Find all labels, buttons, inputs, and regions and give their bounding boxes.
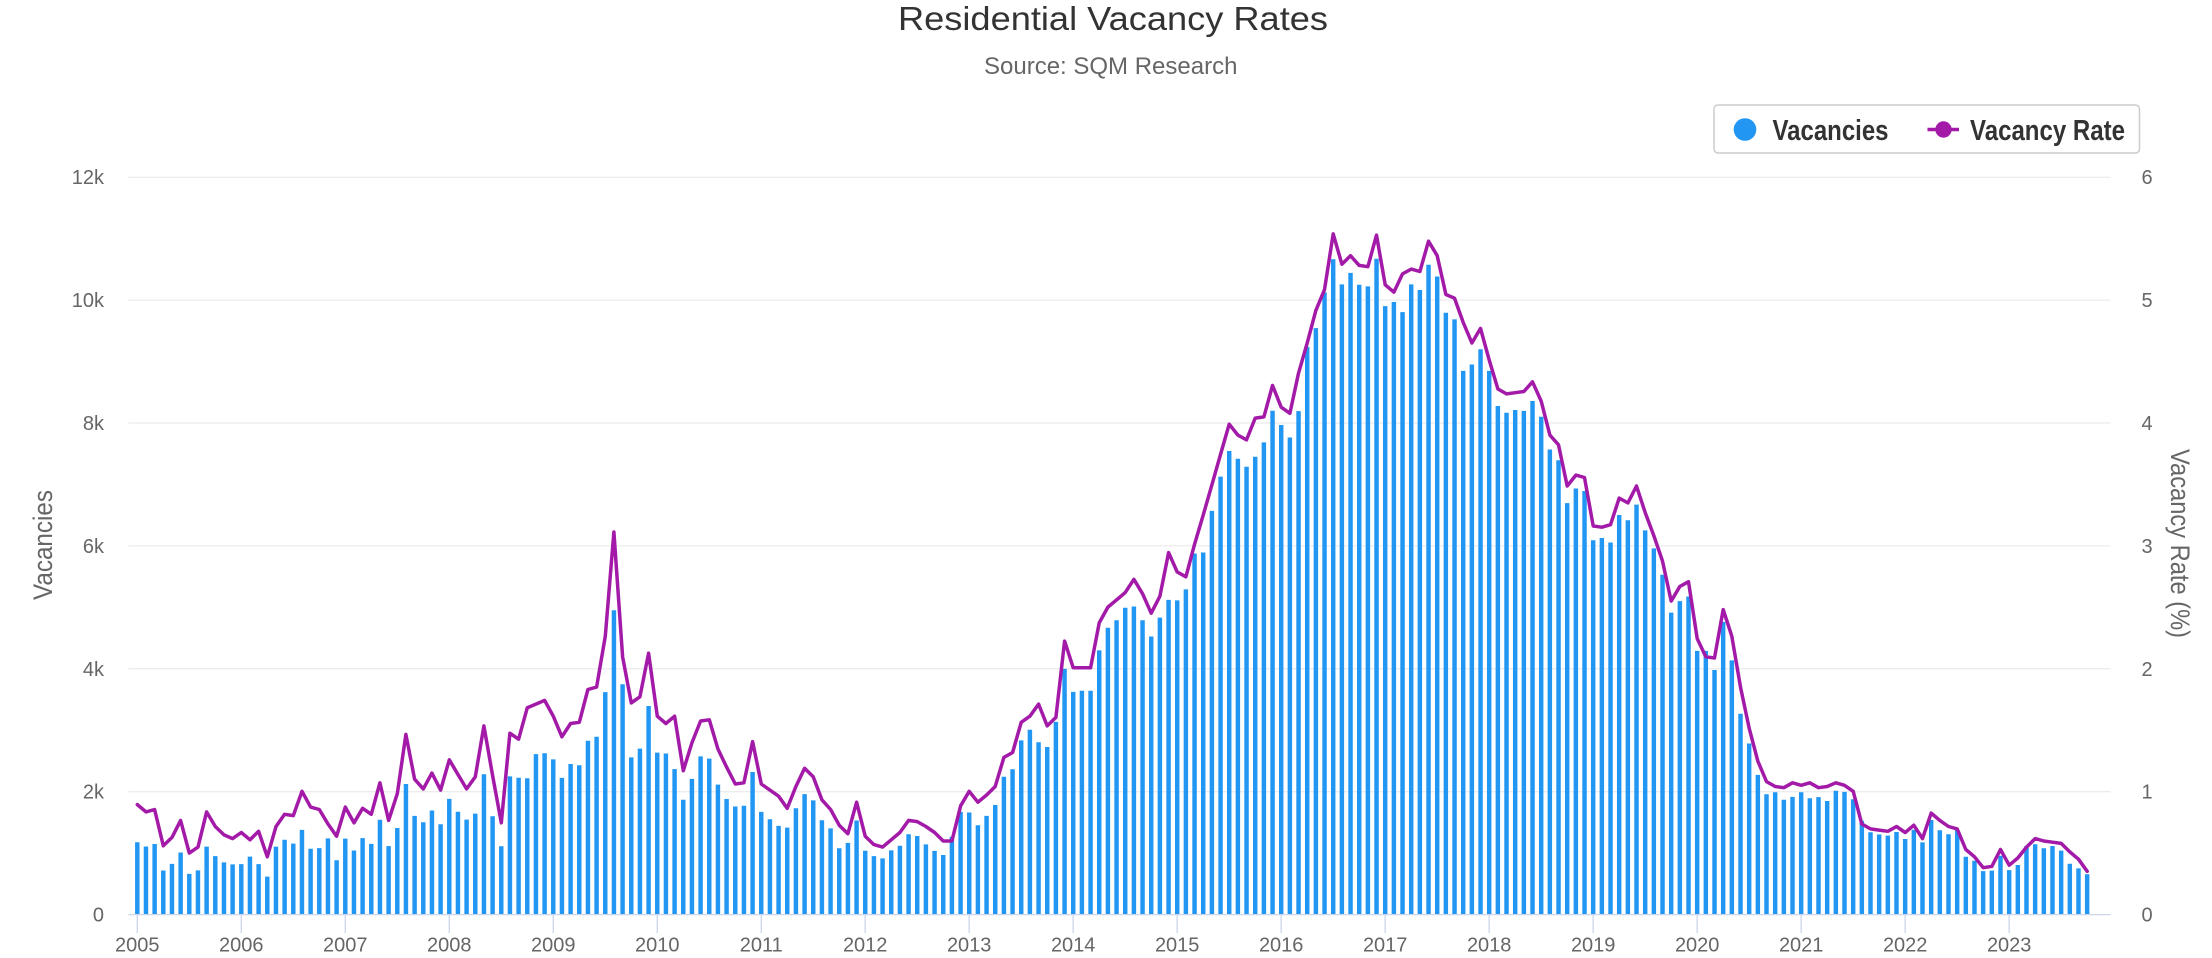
- svg-text:2: 2: [2142, 659, 2153, 681]
- svg-text:4: 4: [2142, 413, 2153, 435]
- svg-text:10k: 10k: [72, 290, 105, 312]
- svg-text:5: 5: [2142, 290, 2153, 312]
- svg-text:2022: 2022: [1883, 935, 1928, 957]
- svg-text:Vacancies: Vacancies: [28, 490, 58, 600]
- svg-text:Source: SQM Research: Source: SQM Research: [984, 53, 1237, 80]
- svg-text:2017: 2017: [1363, 935, 1408, 957]
- svg-text:12k: 12k: [72, 167, 105, 189]
- svg-text:2005: 2005: [115, 935, 160, 957]
- svg-text:Vacancies: Vacancies: [1773, 115, 1889, 147]
- svg-text:6k: 6k: [83, 536, 105, 558]
- svg-text:4k: 4k: [83, 659, 105, 681]
- svg-text:0: 0: [93, 905, 104, 927]
- svg-text:2007: 2007: [323, 935, 368, 957]
- svg-text:2009: 2009: [531, 935, 576, 957]
- svg-text:2006: 2006: [219, 935, 264, 957]
- svg-text:2023: 2023: [1987, 935, 2032, 957]
- svg-text:2016: 2016: [1259, 935, 1304, 957]
- svg-text:2014: 2014: [1051, 935, 1096, 957]
- svg-text:6: 6: [2142, 167, 2153, 189]
- svg-text:2018: 2018: [1467, 935, 1512, 957]
- svg-text:Vacancy Rate: Vacancy Rate: [1970, 115, 2125, 147]
- svg-text:2008: 2008: [427, 935, 472, 957]
- svg-text:2013: 2013: [947, 935, 992, 957]
- svg-text:Vacancy Rate (%): Vacancy Rate (%): [2165, 449, 2195, 638]
- svg-text:1: 1: [2142, 782, 2153, 804]
- svg-text:3: 3: [2142, 536, 2153, 558]
- svg-text:2k: 2k: [83, 782, 105, 804]
- svg-text:2021: 2021: [1779, 935, 1824, 957]
- svg-text:2015: 2015: [1155, 935, 1200, 957]
- svg-text:2010: 2010: [635, 935, 680, 957]
- svg-text:2019: 2019: [1571, 935, 1616, 957]
- svg-text:8k: 8k: [83, 413, 105, 435]
- svg-text:Residential Vacancy Rates: Residential Vacancy Rates: [898, 0, 1328, 37]
- svg-text:0: 0: [2142, 905, 2153, 927]
- svg-text:2020: 2020: [1675, 935, 1720, 957]
- svg-text:2012: 2012: [843, 935, 888, 957]
- svg-text:2011: 2011: [740, 935, 783, 957]
